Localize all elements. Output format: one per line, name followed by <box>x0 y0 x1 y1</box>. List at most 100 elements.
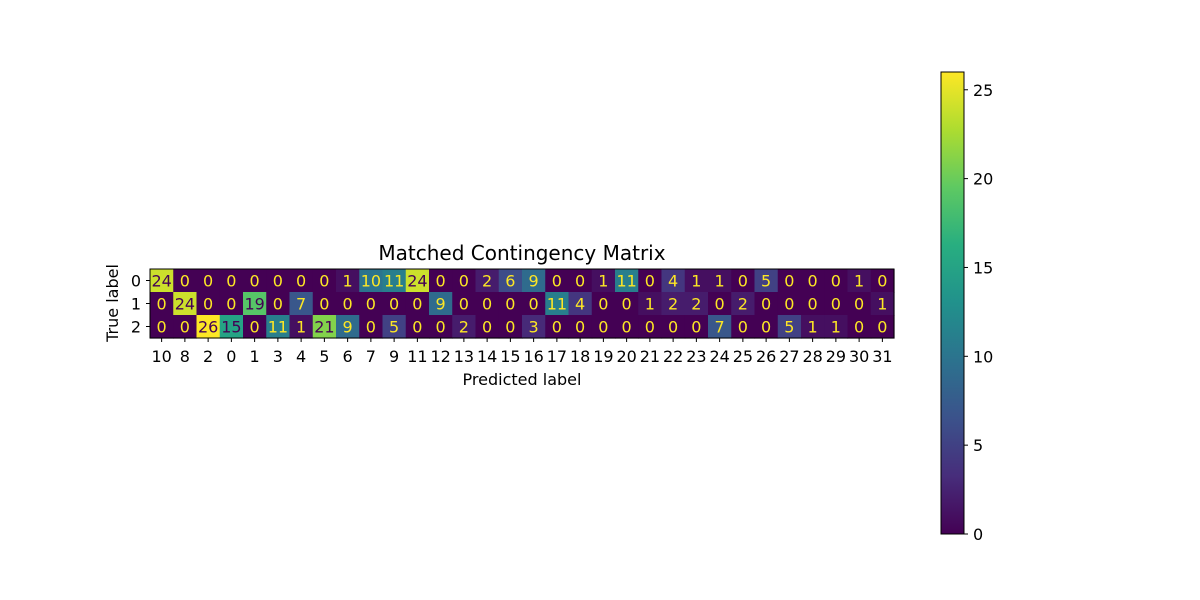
cell-value-label: 0 <box>273 272 283 291</box>
heatmap-cell <box>754 292 779 316</box>
cell-value-label: 0 <box>436 318 446 337</box>
x-tick-label: 12 <box>430 347 450 366</box>
heatmap-cell <box>475 292 500 316</box>
heatmap-cell <box>429 292 453 316</box>
heatmap-cell <box>429 269 453 293</box>
cell-value-label: 1 <box>808 318 818 337</box>
colorbar-ticks: 0 5 10 15 20 25 <box>964 81 993 544</box>
heatmap-cell <box>777 315 802 339</box>
heatmap-cell <box>452 315 477 339</box>
cell-value-label: 21 <box>314 318 334 337</box>
cell-value-label: 0 <box>343 295 353 314</box>
x-tick-label: 28 <box>802 347 822 366</box>
heatmap-cell <box>150 315 174 339</box>
x-tick-label: 4 <box>296 347 306 366</box>
heatmap-cell <box>429 315 453 339</box>
heatmap-cell <box>777 292 802 316</box>
x-tick-label: 29 <box>826 347 846 366</box>
cell-value-label: 0 <box>831 272 841 291</box>
heatmap-cell <box>173 292 198 316</box>
cell-value-label: 0 <box>180 272 190 291</box>
cell-value-label: 1 <box>296 318 306 337</box>
heatmap-cell <box>684 269 709 293</box>
heatmap-cell <box>638 292 663 316</box>
heatmap-cell <box>312 269 337 293</box>
heatmap-cell <box>289 269 314 293</box>
cell-value-label: 0 <box>715 295 725 314</box>
cell-value-label: 2 <box>459 318 469 337</box>
y-axis-ticks: 0 1 2 <box>131 272 150 337</box>
cell-value-label: 0 <box>877 272 887 291</box>
x-tick-label: 0 <box>226 347 236 366</box>
heatmap-cell <box>405 269 430 293</box>
heatmap-cell <box>661 269 686 293</box>
cell-value-label: 0 <box>854 295 864 314</box>
cell-value-label: 0 <box>598 318 608 337</box>
heatmap-cell <box>661 315 686 339</box>
cell-value-label: 19 <box>244 295 264 314</box>
cell-value-label: 0 <box>529 295 539 314</box>
heatmap-cell <box>545 269 570 293</box>
heatmap-cell <box>731 269 756 293</box>
cell-value-label: 0 <box>854 318 864 337</box>
x-axis-ticks: 10 8 2 0 1 3 4 5 6 7 9 11 12 13 14 15 16 17 18 19 20 21 22 23 24… <box>151 338 893 366</box>
cell-value-label: 0 <box>482 318 492 337</box>
chart-title: Matched Contingency Matrix <box>378 241 665 265</box>
cell-value-label: 0 <box>389 295 399 314</box>
cell-value-label: 0 <box>459 272 469 291</box>
cell-value-label: 1 <box>691 272 701 291</box>
cell-value-label: 0 <box>180 318 190 337</box>
cell-value-label: 11 <box>616 272 636 291</box>
x-tick-label: 22 <box>663 347 683 366</box>
x-tick-label: 8 <box>180 347 190 366</box>
cell-value-label: 26 <box>198 318 218 337</box>
heatmap-cell <box>870 315 895 339</box>
cell-value-label: 24 <box>151 272 171 291</box>
x-tick-label: 27 <box>779 347 799 366</box>
heatmap-cell <box>824 269 849 293</box>
heatmap-cell <box>615 315 639 339</box>
x-tick-label: 25 <box>733 347 753 366</box>
heatmap-cells <box>150 269 895 339</box>
heatmap-cell <box>173 269 198 293</box>
cell-value-label: 2 <box>668 295 678 314</box>
x-tick-label: 10 <box>151 347 171 366</box>
cell-value-label: 0 <box>459 295 469 314</box>
heatmap-cell <box>219 269 244 293</box>
cell-value-label: 4 <box>668 272 678 291</box>
y-tick-label: 2 <box>131 318 141 337</box>
colorbar-tick-label: 5 <box>973 436 983 455</box>
x-tick-label: 11 <box>407 347 427 366</box>
cell-value-label: 0 <box>877 318 887 337</box>
cell-value-label: 11 <box>547 295 567 314</box>
cell-value-label: 0 <box>598 295 608 314</box>
x-tick-label: 6 <box>343 347 353 366</box>
heatmap-cell <box>150 292 174 316</box>
heatmap-cell <box>336 315 360 339</box>
cell-value-label: 1 <box>854 272 864 291</box>
cell-value-label: 0 <box>482 295 492 314</box>
x-tick-label: 24 <box>709 347 729 366</box>
heatmap-cell <box>522 315 546 339</box>
heatmap-cell <box>591 315 616 339</box>
cell-value-label: 0 <box>552 318 562 337</box>
cell-value-label: 0 <box>157 318 167 337</box>
heatmap-cell <box>219 292 244 316</box>
colorbar-tick-label: 25 <box>973 81 993 100</box>
heatmap-cell <box>801 269 825 293</box>
y-tick-label: 1 <box>131 295 141 314</box>
cell-value-label: 0 <box>412 318 422 337</box>
heatmap-cell <box>243 269 267 293</box>
heatmap-cell <box>824 292 849 316</box>
x-tick-label: 7 <box>366 347 376 366</box>
heatmap-cell <box>173 315 198 339</box>
cell-value-label: 0 <box>319 295 329 314</box>
y-axis-label: True label <box>103 264 122 343</box>
cell-value-label: 0 <box>412 295 422 314</box>
x-tick-label: 30 <box>849 347 869 366</box>
heatmap-cell <box>312 292 337 316</box>
heatmap-cell <box>150 269 174 293</box>
heatmap-cell <box>801 292 825 316</box>
heatmap-cell <box>568 292 593 316</box>
